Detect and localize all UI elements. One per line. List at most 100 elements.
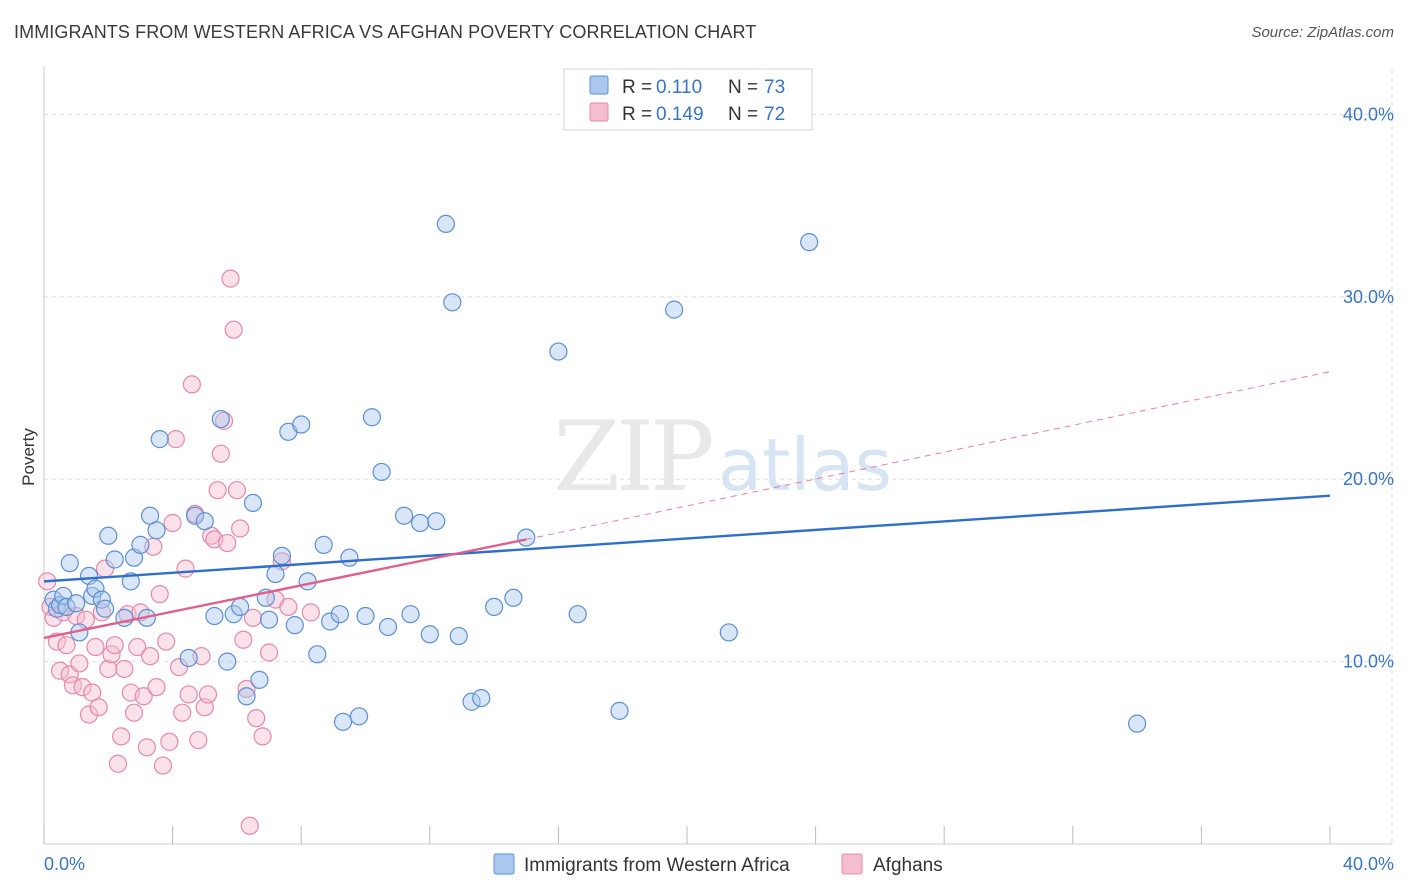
series-afghans-points [38,269,320,835]
point-western-africa [292,415,311,434]
point-western-africa [356,606,375,626]
point-western-africa [411,513,430,533]
point-afghans [176,559,195,578]
point-western-africa [218,652,237,671]
point-western-africa [517,528,536,547]
point-western-africa [195,512,214,531]
legend-r-label-pink: R = [622,104,652,125]
point-afghans [79,705,99,724]
chart-source: Source: ZipAtlas.com [1251,24,1394,41]
point-western-africa [121,572,140,591]
point-western-africa [485,597,504,617]
point-afghans [279,597,298,617]
x-tick-label: 40.0% [1343,854,1394,874]
point-afghans [99,659,118,679]
point-afghans [208,481,227,500]
point-afghans [166,430,185,449]
point-western-africa [231,597,250,617]
bottom-legend-swatch-blue [493,853,515,875]
point-western-africa [243,493,263,513]
point-western-africa [105,550,124,569]
point-western-africa [237,687,256,706]
point-afghans [86,637,105,657]
point-western-africa [349,707,369,726]
point-western-africa [549,342,568,361]
bottom-legend-label-pink: Afghans [873,855,943,876]
point-afghans [147,678,166,697]
point-western-africa [443,293,462,312]
point-western-africa [800,233,819,252]
point-afghans [150,585,169,604]
point-western-africa [186,506,205,525]
point-afghans [57,636,76,655]
point-afghans [218,533,237,553]
point-western-africa [719,623,738,642]
point-western-africa [298,572,317,591]
point-afghans [108,754,128,773]
point-afghans [189,730,208,750]
point-western-africa [60,554,79,573]
point-western-africa [285,616,304,635]
point-western-africa [250,670,269,689]
tick-labels: 10.0% 20.0% 30.0% 40.0% 0.0% 40.0% [44,104,1394,874]
point-western-africa [610,701,629,720]
point-western-africa [504,588,523,607]
legend-r-value-pink: 0.149 [656,104,704,125]
point-western-africa [179,648,198,668]
series-western-africa-points [44,214,1147,733]
legend-n-label-blue: N = [728,77,758,98]
point-afghans [173,703,192,722]
legend: R = 0.110 N = 73 R = 0.149 N = 72 [563,68,813,131]
point-afghans [227,481,246,500]
point-western-africa [472,688,491,708]
point-afghans [221,269,240,288]
point-western-africa [378,617,398,637]
point-afghans [259,643,279,662]
bottom-legend-label-blue: Immigrants from Western Africa [524,855,790,876]
point-western-africa [224,605,243,624]
trend-line-afghans-dashed [526,371,1331,540]
point-afghans [137,738,156,757]
chart-title: IMMIGRANTS FROM WESTERN AFRICA VS AFGHAN… [14,22,757,42]
legend-n-value-blue: 73 [764,77,785,98]
point-afghans [231,519,250,538]
point-afghans [240,816,259,835]
point-afghans [89,698,108,717]
legend-n-value-pink: 72 [764,104,785,125]
point-western-africa [272,546,292,565]
point-western-africa [131,535,150,554]
x-tick-label: 0.0% [44,854,85,874]
point-afghans [182,375,201,394]
legend-swatch-pink [589,102,609,122]
point-afghans [73,678,92,697]
y-tick-label: 30.0% [1343,287,1394,307]
point-western-africa [665,300,684,319]
legend-swatch-blue [589,75,609,95]
grid-lines [44,70,1393,844]
y-tick-label: 20.0% [1343,469,1394,489]
y-tick-label: 40.0% [1343,104,1394,124]
point-afghans [253,727,272,746]
point-western-africa [266,564,285,584]
point-western-africa [330,605,349,624]
point-western-africa [372,462,391,482]
point-afghans [224,320,243,339]
point-afghans [237,679,256,699]
point-afghans [124,703,144,722]
bottom-legend: Immigrants from Western Africa Afghans [493,853,943,876]
axes [43,66,1392,845]
point-western-africa [99,526,118,545]
point-afghans [169,657,189,677]
point-afghans [234,630,253,649]
point-afghans [115,659,134,679]
point-western-africa [1127,714,1147,733]
point-western-africa [95,599,115,618]
point-western-africa [333,712,353,731]
point-afghans [140,647,160,666]
point-afghans [50,661,70,680]
point-western-africa [259,610,279,629]
point-western-africa [67,594,86,613]
legend-n-label-pink: N = [728,104,758,125]
watermark-zip: ZIP [553,401,712,513]
point-afghans [247,709,266,728]
